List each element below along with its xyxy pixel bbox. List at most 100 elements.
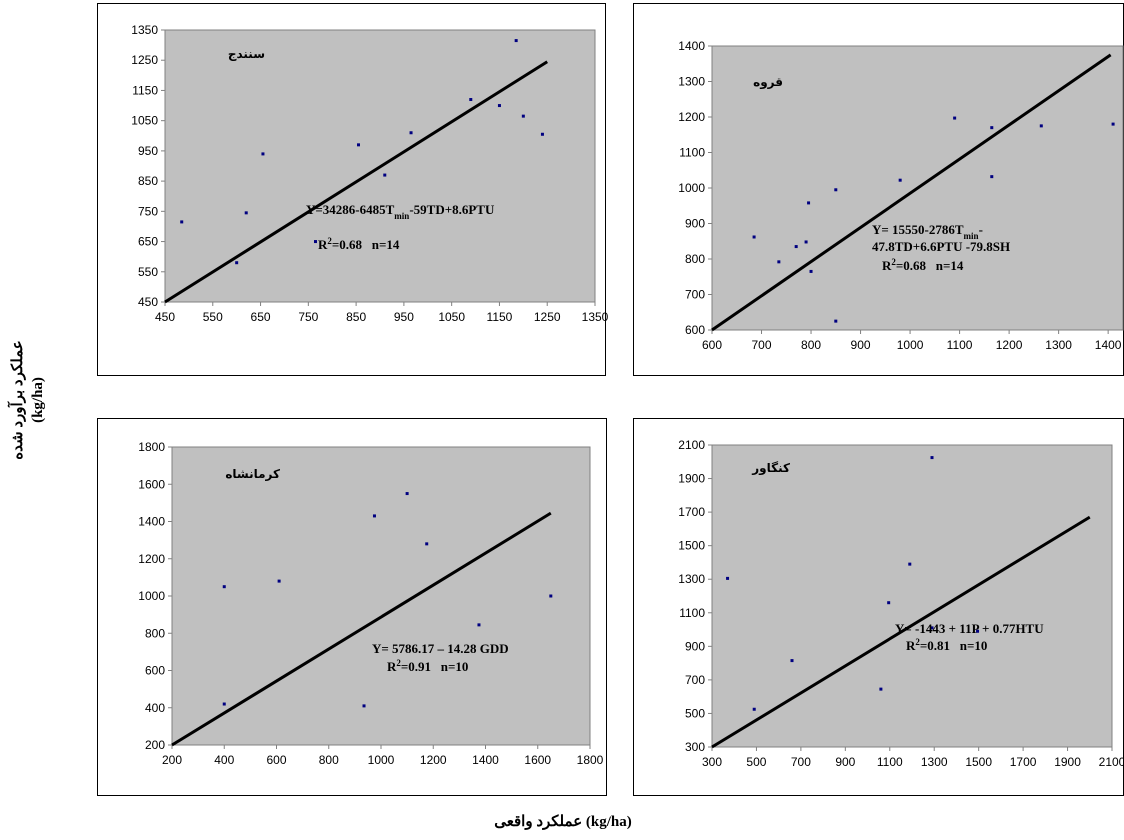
y-tick-label: 1300 (678, 572, 705, 586)
point (807, 201, 811, 205)
annotation-part: 2 (396, 658, 401, 668)
x-tick-label: 2100 (1099, 755, 1124, 769)
point (752, 707, 756, 711)
x-tick-label: 600 (702, 338, 722, 352)
y-tick-label: 300 (685, 740, 705, 754)
y-tick-label: 900 (685, 639, 705, 653)
x-tick-label: 1100 (947, 338, 973, 352)
y-tick-label: 400 (145, 701, 165, 715)
annotation-part: - (979, 222, 983, 237)
point (372, 514, 376, 518)
reference-line (711, 53, 1112, 332)
x-tick-label: 1350 (582, 310, 609, 324)
x-tick-label: 500 (746, 755, 766, 769)
annotation-part: =0.68 n=14 (896, 258, 964, 273)
y-tick-label: 1200 (138, 552, 165, 566)
point (180, 220, 184, 224)
point (976, 629, 980, 633)
y-tick-label: 1100 (679, 146, 705, 160)
point (726, 576, 730, 580)
reference-line (711, 515, 1091, 749)
annotation: Y= -1443 + 11P + 0.77HTU (895, 621, 1044, 636)
annotation: R2=0.68 n=14 (882, 257, 964, 273)
point (549, 594, 553, 598)
y-tick-label: 1050 (131, 114, 158, 128)
plot-area (711, 444, 1113, 748)
reference-line (164, 60, 549, 304)
x-tick-label: 850 (346, 310, 366, 324)
y-tick-label: 1300 (678, 75, 705, 89)
x-tick-label: 1300 (1045, 338, 1072, 352)
x-tick-label: 1900 (1054, 755, 1081, 769)
annotation-part: -59TD+8.6PTU (409, 202, 495, 217)
annotation-part: R (318, 237, 328, 252)
y-tick-label: 1000 (678, 181, 705, 195)
x-tick-label: 300 (702, 755, 722, 769)
x-tick-label: 1800 (577, 753, 604, 767)
x-tick-label: 1600 (524, 753, 551, 767)
x-tick-label: 450 (155, 310, 175, 324)
y-tick-label: 750 (138, 204, 158, 218)
point (405, 492, 409, 496)
annotation-part: =0.91 n=10 (401, 659, 469, 674)
x-tick-label: 1100 (877, 755, 903, 769)
point (540, 132, 544, 136)
x-tick-label: 800 (801, 338, 821, 352)
point (879, 687, 883, 691)
annotation: Y=34286-6485Tmin-59TD+8.6PTU (306, 202, 495, 221)
y-tick-label: 800 (685, 252, 705, 266)
x-axis-label: عملکرد واقعی (kg/ha) (494, 814, 632, 830)
y-tick-label: 1350 (131, 23, 158, 37)
reference-line (171, 511, 552, 747)
y-tick-label: 1700 (678, 505, 705, 519)
point (261, 152, 265, 156)
x-tick-label: 750 (298, 310, 318, 324)
point (990, 175, 994, 179)
y-tick-label: 700 (685, 288, 705, 302)
point (990, 126, 994, 130)
annotation: Y= 15550-2786Tmin- (872, 222, 983, 241)
y-tick-label: 1100 (679, 606, 705, 620)
annotation-part: =0.81 n=10 (920, 638, 988, 653)
x-tick-label: 1300 (921, 755, 948, 769)
x-tick-label: 700 (752, 338, 772, 352)
y-tick-label: 550 (138, 265, 158, 279)
y-tick-label: 1800 (138, 440, 165, 454)
y-axis-label: عملکرد برآورد شده (7, 340, 26, 459)
point (469, 98, 473, 102)
y-tick-label: 800 (145, 626, 165, 640)
y-tick-label: 500 (685, 706, 705, 720)
y-tick-label: 600 (145, 664, 165, 678)
annotation-part: Y=34286-6485T (306, 202, 395, 217)
x-tick-label: 1400 (1095, 338, 1122, 352)
point (244, 211, 248, 215)
point (887, 601, 891, 605)
chart-title: کرمانشاه (225, 467, 280, 481)
y-tick-label: 850 (138, 174, 158, 188)
point (930, 456, 934, 460)
y-tick-label: 1400 (138, 515, 165, 529)
point (834, 319, 838, 323)
x-tick-label: 900 (851, 338, 871, 352)
point (383, 173, 387, 177)
y-tick-label: 950 (138, 144, 158, 158)
point (930, 626, 934, 630)
point (514, 39, 518, 43)
annotation-part: Y= 5786.17 – 14.28 GDD (372, 641, 509, 656)
y-tick-label: 1200 (678, 110, 705, 124)
annotation-part: R (906, 638, 916, 653)
chart-title: سنندج (228, 47, 265, 61)
y-tick-label: 1150 (132, 83, 158, 97)
annotation-part: R (882, 258, 892, 273)
point (235, 261, 239, 265)
point (908, 562, 912, 566)
y-tick-label: 1250 (131, 53, 158, 67)
annotation-part: 47.8TD+6.6PTU -79.8SH (872, 239, 1010, 254)
point (425, 542, 429, 546)
x-tick-label: 1200 (420, 753, 447, 767)
point (222, 585, 226, 589)
annotation: Y= 5786.17 – 14.28 GDD (372, 641, 509, 656)
point (777, 260, 781, 264)
point (898, 178, 902, 182)
